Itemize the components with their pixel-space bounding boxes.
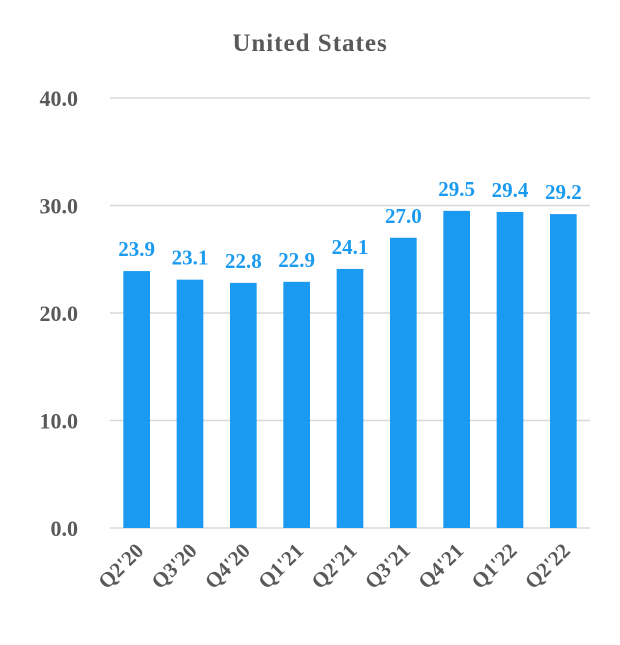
chart-title: United States: [232, 30, 387, 57]
x-tick-label: Q3'20: [147, 539, 202, 594]
bar-1: [176, 279, 204, 528]
x-tick-label: Q2'21: [307, 539, 362, 594]
x-tick-label: Q1'21: [253, 539, 308, 594]
bar-4: [336, 268, 364, 528]
data-label: 22.8: [225, 249, 262, 273]
data-label: 29.5: [438, 177, 475, 201]
x-tick-label: Q4'20: [200, 539, 255, 594]
data-label: 23.1: [172, 246, 209, 270]
x-tick-label: Q4'21: [413, 539, 468, 594]
data-label: 29.4: [492, 178, 529, 202]
x-tick-label: Q3'21: [360, 539, 415, 594]
bar-2: [230, 282, 257, 528]
data-label: 24.1: [332, 235, 369, 259]
data-label: 22.9: [278, 248, 315, 272]
data-label: 23.9: [118, 237, 155, 261]
y-tick-label: 0.0: [51, 516, 79, 541]
y-tick-label: 10.0: [40, 409, 79, 434]
x-axis-tick-labels: Q2'20Q3'20Q4'20Q1'21Q2'21Q3'21Q4'21Q1'22…: [93, 539, 575, 594]
y-tick-label: 40.0: [40, 86, 79, 111]
x-tick-label: Q1'22: [467, 539, 522, 594]
x-tick-label: Q2'20: [93, 539, 148, 594]
bar-5: [390, 237, 417, 528]
x-tick-label: Q2'22: [520, 539, 575, 594]
y-axis-tick-labels: 0.0 10.0 20.0 30.0 40.0: [40, 86, 79, 541]
bar-7: [496, 211, 524, 528]
bar-6: [443, 210, 470, 528]
bar-8: [550, 214, 577, 528]
data-label: 27.0: [385, 204, 422, 228]
bars: [123, 210, 577, 528]
bar-0: [123, 271, 150, 528]
bar-3: [283, 281, 310, 528]
y-tick-label: 20.0: [40, 301, 79, 326]
y-tick-label: 30.0: [40, 194, 79, 219]
data-labels: 23.9 23.1 22.8 22.9 24.1 27.0 29.5 29.4 29.2: [118, 177, 581, 273]
data-label: 29.2: [545, 180, 582, 204]
